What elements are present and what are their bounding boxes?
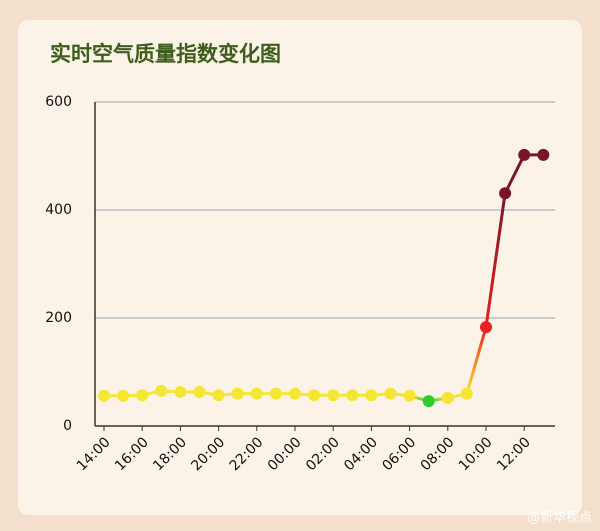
data-point (289, 387, 301, 400)
data-point (231, 387, 244, 400)
data-point (384, 387, 397, 400)
data-point (193, 385, 206, 398)
data-point (422, 395, 435, 408)
data-point (98, 389, 110, 402)
data-point (136, 389, 149, 402)
data-point (212, 389, 225, 402)
data-point (269, 387, 282, 400)
data-point (174, 385, 187, 398)
line-segment (484, 193, 507, 328)
y-tick-label: 0 (63, 418, 72, 434)
y-tick-label: 600 (45, 94, 72, 110)
data-point (537, 148, 550, 161)
data-point (365, 389, 378, 402)
data-point (117, 389, 130, 402)
data-point (308, 389, 321, 402)
y-tick-label: 400 (45, 202, 72, 218)
chart-title: 实时空气质量指数变化图 (50, 42, 281, 66)
data-point (403, 389, 416, 402)
data-point (155, 384, 168, 397)
data-point (250, 387, 263, 400)
data-point (480, 321, 492, 334)
data-point (327, 389, 340, 402)
data-point (499, 187, 512, 200)
data-point (441, 391, 454, 404)
line-segment (465, 326, 488, 395)
data-point (346, 389, 359, 402)
y-tick-label: 200 (45, 310, 72, 326)
data-point (460, 387, 473, 400)
watermark: @新华视点 (527, 510, 592, 526)
data-point (518, 148, 531, 161)
line-segment (503, 154, 526, 194)
